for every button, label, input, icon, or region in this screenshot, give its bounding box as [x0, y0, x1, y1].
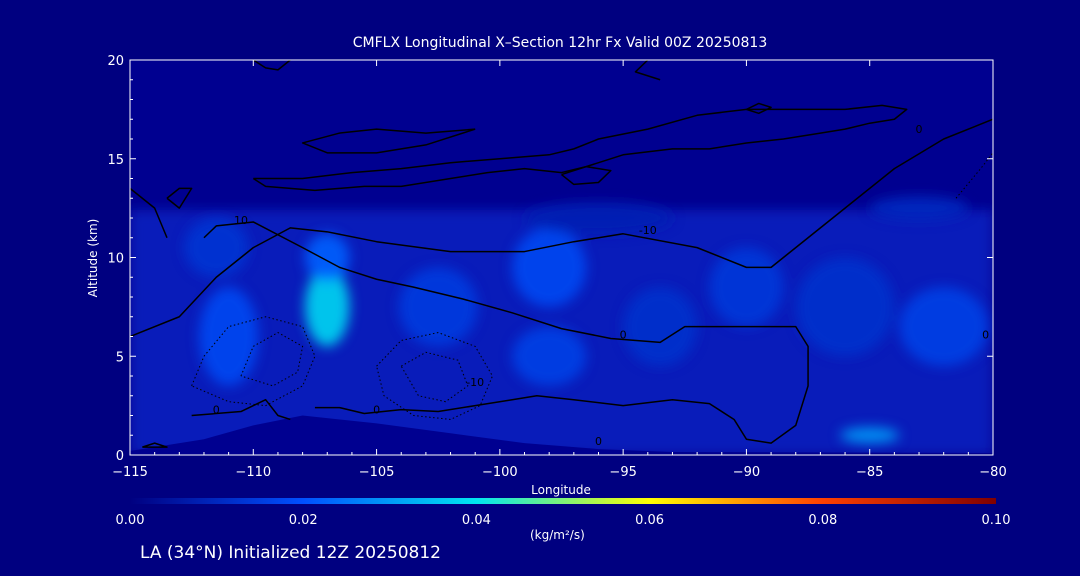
contour-line	[301, 128, 476, 154]
y-tick-label: 20	[107, 54, 124, 69]
flux-cell	[398, 267, 478, 347]
terrain-mask	[130, 415, 993, 455]
x-tick-label: −110	[235, 465, 271, 480]
contour-line	[142, 442, 168, 448]
y-tick-label: 10	[107, 252, 124, 267]
y-tick-label: 15	[107, 153, 124, 168]
x-tick-label: −95	[609, 465, 636, 480]
contour-label: 0	[213, 404, 220, 417]
contour-line	[130, 118, 993, 338]
footer-caption: LA (34°N) Initialized 12Z 20250812	[140, 543, 441, 563]
plot-area: 0 0 0 0 0 0 -10 -10 10	[130, 60, 993, 455]
colorbar-tick-label: 0.04	[462, 513, 491, 528]
colorbar-tick-label: 0.08	[808, 513, 837, 528]
contour-line	[252, 60, 291, 71]
contour-line	[203, 221, 809, 444]
flux-cell	[869, 196, 969, 220]
colorbar-tick-label: 0.10	[982, 513, 1011, 528]
flux-cell	[899, 287, 989, 367]
contour-label: 0	[595, 435, 602, 448]
colorbar-tick-label: 0.02	[289, 513, 318, 528]
y-axis-label: Altitude (km)	[86, 219, 100, 298]
x-tick-label: −80	[979, 465, 1006, 480]
contour-line	[634, 60, 661, 81]
x-tick-label: −90	[733, 465, 760, 480]
flux-cell	[199, 287, 259, 386]
contour-label: 0	[916, 123, 923, 136]
contour-line	[746, 102, 772, 115]
colorbar-units: (kg/m²/s)	[530, 528, 585, 542]
contour-line-negative	[240, 331, 304, 387]
flux-cell	[512, 227, 587, 307]
contour-line	[166, 187, 193, 209]
contour-label: 0	[620, 328, 627, 341]
x-tick-label: −100	[482, 465, 518, 480]
colorbar	[130, 498, 996, 504]
contour-label: 10	[234, 214, 248, 227]
x-axis-label: Longitude	[531, 483, 591, 497]
contour-line	[561, 165, 612, 186]
flux-cell	[524, 202, 673, 234]
contour-label: 0	[982, 328, 989, 341]
contour-line-negative	[955, 152, 993, 199]
contour-line-negative	[400, 351, 469, 403]
colorbar-tick-label: 0.06	[635, 513, 664, 528]
flux-cell	[623, 287, 698, 367]
flux-cell	[512, 326, 587, 386]
flux-cell	[184, 218, 249, 278]
y-tick-label: 5	[116, 350, 124, 365]
flux-cell	[795, 257, 895, 357]
y-tick-label: 0	[116, 449, 124, 464]
contour-label: -10	[639, 224, 657, 237]
contour-line	[191, 398, 291, 421]
contour-label: -10	[466, 376, 484, 389]
colorbar-tick-label: 0.00	[116, 513, 145, 528]
x-tick-label: −105	[359, 465, 395, 480]
flux-cell	[305, 267, 350, 347]
flux-cell	[709, 247, 784, 327]
flux-cell	[305, 233, 350, 282]
contour-label: 0	[373, 404, 380, 417]
x-tick-label: −115	[112, 465, 148, 480]
x-tick-label: −85	[856, 465, 883, 480]
contour-line	[130, 187, 168, 239]
contour-line	[252, 104, 908, 192]
chart-title: CMFLX Longitudinal X–Section 12hr Fx Val…	[352, 35, 768, 51]
flux-cell	[840, 427, 900, 444]
